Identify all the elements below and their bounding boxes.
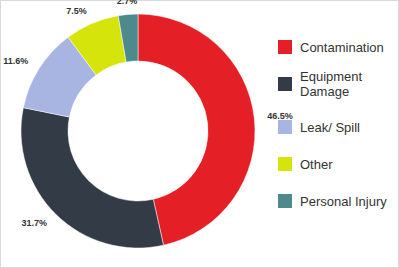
legend-label: Contamination (300, 40, 384, 55)
data-label: 11.6% (3, 56, 28, 66)
data-label: 2.7% (117, 0, 138, 6)
slice (118, 14, 138, 62)
chart: 46.5% 31.7% 11.6% 7.5% 2.7% Contamination Equi… (0, 0, 399, 268)
legend-item: Contamination (278, 40, 384, 55)
legend-item: Leak/ Spill (278, 120, 360, 135)
data-label: 7.5% (66, 6, 87, 16)
legend-swatch (278, 157, 292, 171)
legend-swatch (278, 120, 292, 134)
chart-border (1, 1, 399, 268)
legend-swatch (278, 40, 292, 54)
legend-label: Personal Injury (300, 194, 387, 209)
legend: Contamination EquipmentDamage Leak/ Spill O… (278, 40, 387, 209)
legend-label-line: Damage (300, 84, 349, 99)
legend-label: Other (300, 157, 333, 172)
legend-label: Leak/ Spill (300, 120, 360, 135)
legend-swatch (278, 194, 292, 208)
legend-item: Other (278, 157, 333, 172)
data-label: 46.5% (267, 111, 293, 121)
data-label: 31.7% (21, 218, 47, 228)
data-labels: 46.5% 31.7% 11.6% 7.5% 2.7% (3, 0, 293, 228)
slice (68, 16, 126, 75)
legend-item: Personal Injury (278, 194, 387, 209)
plot (21, 14, 255, 248)
legend-label-line: Equipment (300, 69, 363, 84)
slice (21, 108, 164, 248)
legend-item: EquipmentDamage (278, 69, 363, 99)
legend-label: EquipmentDamage (300, 69, 363, 99)
legend-swatch (278, 77, 292, 91)
